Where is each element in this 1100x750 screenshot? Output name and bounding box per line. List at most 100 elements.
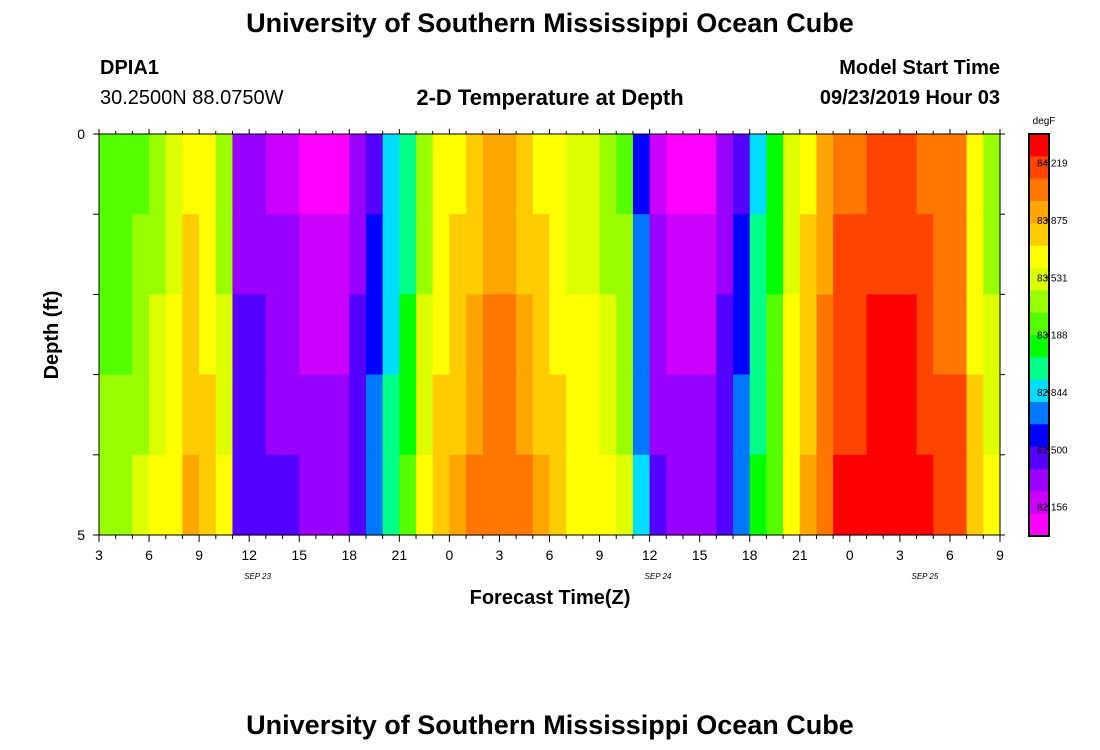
x-tick-label: 6 bbox=[145, 547, 153, 563]
heatmap-cell bbox=[382, 454, 400, 536]
heatmap-cell bbox=[516, 374, 534, 456]
heatmap-cell bbox=[866, 294, 884, 376]
heatmap-cell bbox=[315, 294, 334, 376]
heatmap-cell bbox=[265, 134, 284, 215]
heatmap-cell bbox=[482, 134, 501, 215]
heatmap-cell bbox=[99, 214, 117, 295]
heatmap-cell bbox=[833, 134, 851, 215]
heatmap-cell bbox=[883, 294, 901, 376]
heatmap-cell bbox=[699, 134, 717, 215]
colorbar-segment bbox=[1029, 379, 1049, 403]
heatmap-cell bbox=[132, 134, 150, 215]
heatmap-cell bbox=[466, 294, 484, 376]
x-tick-label: 18 bbox=[742, 547, 758, 563]
heatmap-cell bbox=[933, 454, 951, 536]
heatmap-cell bbox=[149, 294, 167, 376]
heatmap-cell bbox=[265, 374, 284, 456]
colorbar-label: 82.500 bbox=[1037, 445, 1068, 456]
heatmap-cell bbox=[916, 134, 934, 215]
x-tick-label: 21 bbox=[392, 547, 408, 563]
heatmap-cell bbox=[866, 454, 884, 536]
heatmap-cell bbox=[966, 454, 984, 536]
heatmap-cell bbox=[599, 214, 617, 295]
heatmap-cell bbox=[849, 454, 868, 536]
main-title: University of Southern Mississippi Ocean… bbox=[246, 8, 854, 38]
heatmap-cell bbox=[699, 454, 717, 536]
heatmap-cell bbox=[315, 214, 334, 295]
heatmap-cell bbox=[432, 214, 450, 295]
heatmap-cell bbox=[733, 134, 751, 215]
heatmap-cell bbox=[265, 294, 284, 376]
heatmap-cell bbox=[365, 294, 384, 376]
heatmap-cell bbox=[849, 374, 868, 456]
x-tick-label: 6 bbox=[546, 547, 554, 563]
heatmap-cell bbox=[766, 294, 784, 376]
heatmap-cell bbox=[716, 374, 734, 456]
heatmap-cell bbox=[749, 214, 768, 295]
x-axis-label: Forecast Time(Z) bbox=[470, 587, 631, 609]
colorbar-segment bbox=[1029, 402, 1049, 425]
colorbar-unit: degF bbox=[1033, 116, 1056, 127]
heatmap-cell bbox=[249, 134, 267, 215]
heatmap-cell bbox=[449, 454, 467, 536]
colorbar-segment bbox=[1029, 223, 1049, 247]
heatmap-cell bbox=[315, 134, 334, 215]
heatmap-cell bbox=[582, 134, 601, 215]
heatmap-cell bbox=[365, 214, 384, 295]
heatmap-cell bbox=[649, 454, 667, 536]
colorbar-label: 82.844 bbox=[1037, 388, 1068, 399]
heatmap-cell bbox=[99, 374, 117, 456]
heatmap-cell bbox=[165, 374, 184, 456]
heatmap-cell bbox=[916, 454, 934, 536]
heatmap-cell bbox=[833, 294, 851, 376]
heatmap-cell bbox=[182, 374, 200, 456]
x-tick-label: 18 bbox=[341, 547, 357, 563]
heatmap-cell bbox=[649, 294, 667, 376]
heatmap-cell bbox=[682, 214, 701, 295]
heatmap-cell bbox=[582, 294, 601, 376]
heatmap-cell bbox=[933, 374, 951, 456]
x-tick-label: 9 bbox=[996, 547, 1004, 563]
heatmap-cell bbox=[332, 374, 350, 456]
y-tick-label: 5 bbox=[77, 527, 85, 543]
heatmap-cell bbox=[716, 134, 734, 215]
heatmap-cell bbox=[899, 214, 918, 295]
heatmap-cell bbox=[282, 134, 300, 215]
heatmap-cell bbox=[516, 134, 534, 215]
heatmap-cell bbox=[165, 454, 184, 536]
heatmap-cell bbox=[399, 134, 417, 215]
heatmap-cell bbox=[299, 454, 317, 536]
heatmap-cell bbox=[733, 294, 751, 376]
heatmap-cell bbox=[799, 134, 818, 215]
heatmap-cell bbox=[532, 374, 551, 456]
heatmap-cell bbox=[115, 294, 133, 376]
y-axis-label: Depth (ft) bbox=[41, 291, 63, 380]
y-tick-label: 0 bbox=[77, 126, 85, 142]
heatmap-cell bbox=[799, 454, 818, 536]
model-start-time: 09/23/2019 Hour 03 bbox=[819, 87, 1000, 109]
heatmap-cell bbox=[499, 134, 517, 215]
colorbar-segment bbox=[1029, 290, 1049, 314]
colorbar-frame bbox=[1028, 133, 1050, 537]
heatmap-cell bbox=[783, 454, 801, 536]
heatmap-cell bbox=[599, 294, 617, 376]
heatmap-cell bbox=[566, 454, 584, 536]
heatmap-cell bbox=[783, 374, 801, 456]
heatmap-cell bbox=[783, 214, 801, 295]
heatmap-cell bbox=[666, 134, 684, 215]
footer-title: University of Southern Mississippi Ocean… bbox=[246, 710, 854, 740]
colorbar-segment bbox=[1029, 268, 1049, 291]
heatmap-cells bbox=[99, 134, 1001, 536]
heatmap-cell bbox=[599, 454, 617, 536]
heatmap-cell bbox=[482, 214, 501, 295]
colorbar-segment bbox=[1029, 446, 1049, 470]
heatmap-cell bbox=[215, 134, 234, 215]
colorbar-segment bbox=[1029, 178, 1049, 202]
x-tick-label: 12 bbox=[241, 547, 257, 563]
heatmap-cell bbox=[532, 134, 551, 215]
heatmap-cell bbox=[482, 374, 501, 456]
x-tick-label: 3 bbox=[95, 547, 103, 563]
heatmap-cell bbox=[682, 294, 701, 376]
heatmap-cell bbox=[149, 374, 167, 456]
heatmap-cell bbox=[966, 374, 984, 456]
